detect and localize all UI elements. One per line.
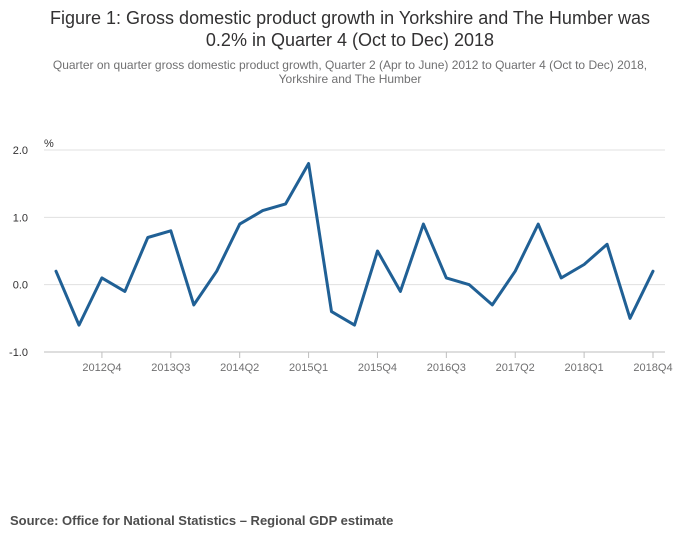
- data-point-2015Q1[interactable]: [306, 160, 312, 166]
- x-tick-label: 2015Q1: [289, 362, 328, 374]
- data-point-2016Q3[interactable]: [443, 275, 449, 281]
- data-point-2017Q4[interactable]: [558, 275, 564, 281]
- x-tick-label: 2012Q4: [82, 362, 121, 374]
- x-tick-label: 2015Q4: [358, 362, 397, 374]
- x-tick-label: 2014Q2: [220, 362, 259, 374]
- data-point-2017Q3[interactable]: [535, 221, 541, 227]
- data-point-2018Q1[interactable]: [581, 261, 587, 267]
- data-point-2014Q1[interactable]: [214, 268, 220, 274]
- data-point-2014Q4[interactable]: [283, 201, 289, 207]
- data-point-2016Q1[interactable]: [397, 288, 403, 294]
- data-point-2017Q2[interactable]: [512, 268, 518, 274]
- data-point-2017Q1[interactable]: [489, 302, 495, 308]
- chart-subtitle-line-2: Yorkshire and The Humber: [278, 72, 422, 86]
- chart-title: Figure 1: Gross domestic product growth …: [0, 7, 700, 51]
- y-tick-label: 0.0: [13, 280, 28, 292]
- series-line: [54, 162, 655, 327]
- data-point-2018Q3[interactable]: [627, 315, 633, 321]
- x-tick-label: 2018Q4: [633, 362, 672, 374]
- data-point-2015Q2[interactable]: [329, 309, 335, 315]
- x-tick-label: 2016Q3: [427, 362, 466, 374]
- data-point-2016Q4[interactable]: [466, 282, 472, 288]
- y-tick-label: 1.0: [13, 212, 28, 224]
- x-axis: 2012Q4 2013Q3 2014Q2 2015Q1 2015Q4 2016Q3 2017…: [82, 352, 673, 374]
- gridlines: [44, 149, 665, 353]
- x-tick-label: 2017Q2: [496, 362, 535, 374]
- data-point-2012Q2[interactable]: [53, 268, 59, 274]
- data-point-2013Q2[interactable]: [145, 235, 151, 241]
- y-tick-label: 2.0: [13, 145, 28, 157]
- data-point-2013Q1[interactable]: [122, 288, 128, 294]
- chart-title-line-1: Figure 1: Gross domestic product growth …: [50, 8, 650, 28]
- data-point-2014Q3[interactable]: [260, 208, 266, 214]
- chart-subtitle: Quarter on quarter gross domestic produc…: [20, 58, 680, 86]
- x-tick-label: 2013Q3: [151, 362, 190, 374]
- y-tick-label: -1.0: [9, 347, 28, 359]
- series: [54, 162, 655, 327]
- chart-subtitle-line-1: Quarter on quarter gross domestic produc…: [52, 58, 648, 72]
- y-axis-unit-label: %: [44, 138, 54, 150]
- data-point-2015Q3[interactable]: [352, 322, 358, 328]
- data-point-2018Q4[interactable]: [650, 268, 656, 274]
- data-point-2015Q4[interactable]: [374, 248, 380, 254]
- data-point-2016Q2[interactable]: [420, 221, 426, 227]
- data-point-2012Q4[interactable]: [99, 275, 105, 281]
- data-point-2014Q2[interactable]: [237, 221, 243, 227]
- x-tick-label: 2018Q1: [565, 362, 604, 374]
- data-point-2013Q3[interactable]: [168, 228, 174, 234]
- data-point-2013Q4[interactable]: [191, 302, 197, 308]
- source-note: Source: Office for National Statistics –…: [10, 513, 394, 528]
- data-point-2018Q2[interactable]: [604, 241, 610, 247]
- data-point-2012Q3[interactable]: [76, 322, 82, 328]
- chart-title-line-2: 0.2% in Quarter 4 (Oct to Dec) 2018: [205, 30, 495, 50]
- y-axis-ticks: 2.0 1.0 0.0 -1.0: [9, 145, 28, 359]
